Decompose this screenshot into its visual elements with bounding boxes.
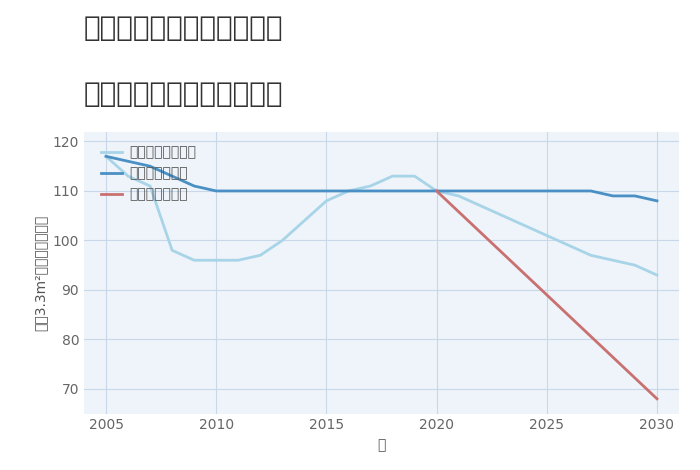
X-axis label: 年: 年	[377, 438, 386, 452]
ノーマルシナリオ	[322, 198, 330, 204]
ノーマルシナリオ	[256, 252, 265, 258]
ノーマルシナリオ	[565, 243, 573, 248]
グッドシナリオ	[300, 188, 309, 194]
ノーマルシナリオ	[653, 272, 662, 278]
ノーマルシナリオ	[410, 173, 419, 179]
ノーマルシナリオ	[609, 258, 617, 263]
Text: 中古マンションの価格推移: 中古マンションの価格推移	[84, 80, 284, 108]
グッドシナリオ	[102, 154, 110, 159]
ノーマルシナリオ	[344, 188, 353, 194]
グッドシナリオ	[389, 188, 397, 194]
Y-axis label: 坪（3.3m²）単価（万円）: 坪（3.3m²）単価（万円）	[33, 214, 47, 331]
グッドシナリオ	[366, 188, 375, 194]
ノーマルシナリオ	[212, 258, 220, 263]
グッドシナリオ	[190, 183, 198, 189]
グッドシナリオ	[234, 188, 242, 194]
Line: ノーマルシナリオ: ノーマルシナリオ	[106, 157, 657, 275]
グッドシナリオ	[124, 158, 132, 164]
グッドシナリオ	[587, 188, 595, 194]
グッドシナリオ	[256, 188, 265, 194]
グッドシナリオ	[609, 193, 617, 199]
ノーマルシナリオ	[300, 218, 309, 223]
グッドシナリオ	[565, 188, 573, 194]
グッドシナリオ	[212, 188, 220, 194]
グッドシナリオ	[498, 188, 507, 194]
グッドシナリオ	[433, 188, 441, 194]
Text: 奈良県吉野郡下市町小路の: 奈良県吉野郡下市町小路の	[84, 14, 284, 42]
Line: グッドシナリオ: グッドシナリオ	[106, 157, 657, 201]
ノーマルシナリオ	[366, 183, 375, 189]
Line: バッドシナリオ: バッドシナリオ	[437, 191, 657, 399]
ノーマルシナリオ	[521, 223, 529, 228]
バッドシナリオ	[653, 396, 662, 401]
ノーマルシナリオ	[477, 203, 485, 209]
グッドシナリオ	[168, 173, 176, 179]
グッドシナリオ	[322, 188, 330, 194]
ノーマルシナリオ	[433, 188, 441, 194]
ノーマルシナリオ	[454, 193, 463, 199]
ノーマルシナリオ	[631, 262, 639, 268]
グッドシナリオ	[410, 188, 419, 194]
ノーマルシナリオ	[102, 154, 110, 159]
ノーマルシナリオ	[498, 213, 507, 219]
グッドシナリオ	[454, 188, 463, 194]
ノーマルシナリオ	[389, 173, 397, 179]
Legend: ノーマルシナリオ, グッドシナリオ, バッドシナリオ: ノーマルシナリオ, グッドシナリオ, バッドシナリオ	[97, 141, 200, 205]
グッドシナリオ	[278, 188, 286, 194]
グッドシナリオ	[477, 188, 485, 194]
ノーマルシナリオ	[146, 183, 154, 189]
グッドシナリオ	[344, 188, 353, 194]
ノーマルシナリオ	[542, 233, 551, 238]
グッドシナリオ	[653, 198, 662, 204]
ノーマルシナリオ	[278, 238, 286, 243]
ノーマルシナリオ	[587, 252, 595, 258]
グッドシナリオ	[521, 188, 529, 194]
グッドシナリオ	[146, 164, 154, 169]
バッドシナリオ	[433, 188, 441, 194]
グッドシナリオ	[542, 188, 551, 194]
ノーマルシナリオ	[124, 173, 132, 179]
ノーマルシナリオ	[168, 248, 176, 253]
ノーマルシナリオ	[190, 258, 198, 263]
ノーマルシナリオ	[234, 258, 242, 263]
グッドシナリオ	[631, 193, 639, 199]
